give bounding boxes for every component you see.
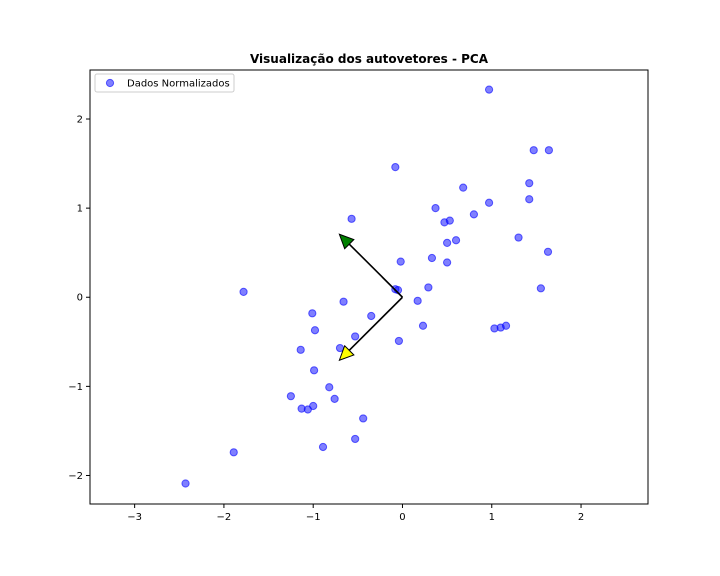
data-point xyxy=(484,198,494,207)
data-point xyxy=(440,218,449,227)
data-point xyxy=(391,163,400,172)
data-point xyxy=(544,146,553,155)
data-point xyxy=(367,311,376,321)
data-point xyxy=(308,309,317,318)
data-point xyxy=(318,442,328,452)
data-point xyxy=(239,287,248,297)
y-tick-label: 1 xyxy=(77,204,83,215)
data-point xyxy=(525,195,534,204)
data-point xyxy=(543,247,553,256)
data-point xyxy=(514,233,523,242)
data-point xyxy=(351,332,360,341)
data-point xyxy=(330,394,339,403)
eigenvector-arrowhead xyxy=(338,344,355,362)
data-point xyxy=(359,414,368,423)
data-point xyxy=(310,326,320,335)
eigenvector-arrowhead xyxy=(338,233,355,250)
y-tick-label: 2 xyxy=(77,115,83,126)
data-point xyxy=(396,257,405,266)
data-point xyxy=(501,321,511,330)
data-point xyxy=(339,297,348,306)
data-point xyxy=(296,345,305,354)
y-tick-label: 0 xyxy=(77,293,83,304)
data-point xyxy=(459,183,468,192)
data-point xyxy=(181,479,190,488)
legend: Dados Normalizados xyxy=(94,73,235,93)
data-point xyxy=(536,284,545,293)
data-point xyxy=(451,236,461,245)
data-point xyxy=(418,321,428,330)
data-point xyxy=(529,146,538,155)
legend-marker xyxy=(105,78,115,88)
data-point xyxy=(484,85,494,94)
x-tick-label: −2 xyxy=(217,512,232,523)
data-point xyxy=(351,434,360,444)
eigenvector-shaft xyxy=(348,296,404,351)
data-point xyxy=(325,383,334,392)
data-point xyxy=(309,366,319,375)
x-tick-label: −1 xyxy=(306,512,321,523)
x-tick-label: 0 xyxy=(399,512,405,523)
eigenvector-shaft xyxy=(348,243,404,298)
legend-label: Dados Normalizados xyxy=(127,79,230,90)
legend-box xyxy=(94,73,235,93)
data-point xyxy=(469,210,479,219)
data-point xyxy=(427,253,437,263)
plot-frame xyxy=(89,69,649,505)
data-point xyxy=(413,296,422,305)
data-point xyxy=(309,401,318,411)
x-tick-label: 2 xyxy=(578,512,584,523)
x-tick-label: −3 xyxy=(127,512,142,523)
data-point xyxy=(443,258,452,267)
y-tick-label: −2 xyxy=(68,471,83,482)
data-point xyxy=(229,448,238,457)
data-point xyxy=(286,392,295,401)
data-point xyxy=(347,214,356,223)
chart-title: Visualização dos autovetores - PCA xyxy=(250,52,489,66)
data-point xyxy=(431,204,440,213)
data-point xyxy=(443,238,452,247)
data-point xyxy=(424,283,433,292)
plot-area: −3 −2 −1 0 1 2 −2 −1 0 1 2 xyxy=(68,69,649,523)
y-tick-label: −1 xyxy=(68,382,83,393)
x-tick-label: 1 xyxy=(489,512,495,523)
data-point xyxy=(394,336,404,346)
data-point xyxy=(525,179,534,188)
